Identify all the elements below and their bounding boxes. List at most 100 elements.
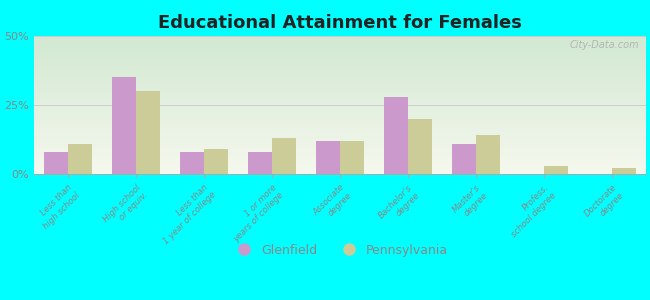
Bar [34,137,646,138]
Bar [34,110,646,112]
Bar [34,124,646,126]
Bar [34,101,646,102]
Bar [136,91,160,174]
Bar [34,167,646,169]
Bar [34,50,646,51]
Bar [34,86,646,87]
Bar [34,69,646,70]
Bar [34,170,646,171]
Bar [34,39,646,40]
Bar [340,141,363,174]
Bar [44,152,68,174]
Bar [34,87,646,88]
Bar [34,80,646,82]
Bar [34,65,646,66]
Bar [272,138,296,174]
Bar [34,75,646,76]
Bar [34,105,646,106]
Bar [34,44,646,46]
Bar [34,149,646,151]
Text: City-Data.com: City-Data.com [570,40,640,50]
Bar [34,130,646,131]
Bar [34,43,646,44]
Bar [408,119,432,174]
Bar [34,131,646,133]
Bar [34,36,646,38]
Bar [34,70,646,72]
Bar [34,142,646,144]
Bar [34,134,646,135]
Bar [384,97,408,174]
Bar [34,122,646,123]
Bar [34,76,646,77]
Bar [34,98,646,100]
Bar [34,164,646,166]
Bar [34,117,646,119]
Bar [34,153,646,155]
Bar [34,68,646,69]
Bar [34,41,646,43]
Bar [34,84,646,86]
Bar [34,66,646,68]
Bar [34,160,646,162]
Bar [34,59,646,61]
Bar [34,135,646,137]
Bar [34,55,646,57]
Bar [34,112,646,113]
Bar [34,148,646,149]
Bar [34,54,646,55]
Bar [34,38,646,39]
Bar [34,91,646,93]
Bar [34,145,646,146]
Bar [34,97,646,98]
Bar [34,100,646,101]
Bar [34,106,646,108]
Bar [476,135,500,174]
Bar [34,140,646,141]
Bar [34,162,646,163]
Bar [34,58,646,59]
Bar [34,40,646,41]
Bar [34,141,646,142]
Bar [34,123,646,124]
Bar [34,52,646,54]
Bar [34,95,646,97]
Bar [34,51,646,52]
Bar [452,144,476,174]
Bar [34,115,646,116]
Bar [34,127,646,128]
Bar [34,48,646,50]
Bar [316,141,340,174]
Bar [544,166,567,174]
Bar [34,166,646,167]
Bar [34,103,646,105]
Bar [34,172,646,174]
Bar [34,116,646,117]
Bar [112,77,136,174]
Bar [34,128,646,130]
Bar [34,119,646,120]
Bar [34,64,646,65]
Bar [34,79,646,80]
Bar [34,77,646,79]
Bar [34,151,646,152]
Bar [612,169,636,174]
Bar [34,169,646,170]
Bar [34,163,646,164]
Bar [34,156,646,158]
Bar [34,152,646,153]
Bar [34,113,646,115]
Bar [34,171,646,172]
Bar [248,152,272,174]
Bar [34,102,646,104]
Bar [34,90,646,91]
Bar [34,109,646,110]
Bar [34,138,646,140]
Bar [34,94,646,95]
Bar [204,149,227,174]
Title: Educational Attainment for Females: Educational Attainment for Females [158,14,522,32]
Bar [34,146,646,148]
Legend: Glenfield, Pennsylvania: Glenfield, Pennsylvania [226,238,453,262]
Bar [34,93,646,94]
Bar [180,152,204,174]
